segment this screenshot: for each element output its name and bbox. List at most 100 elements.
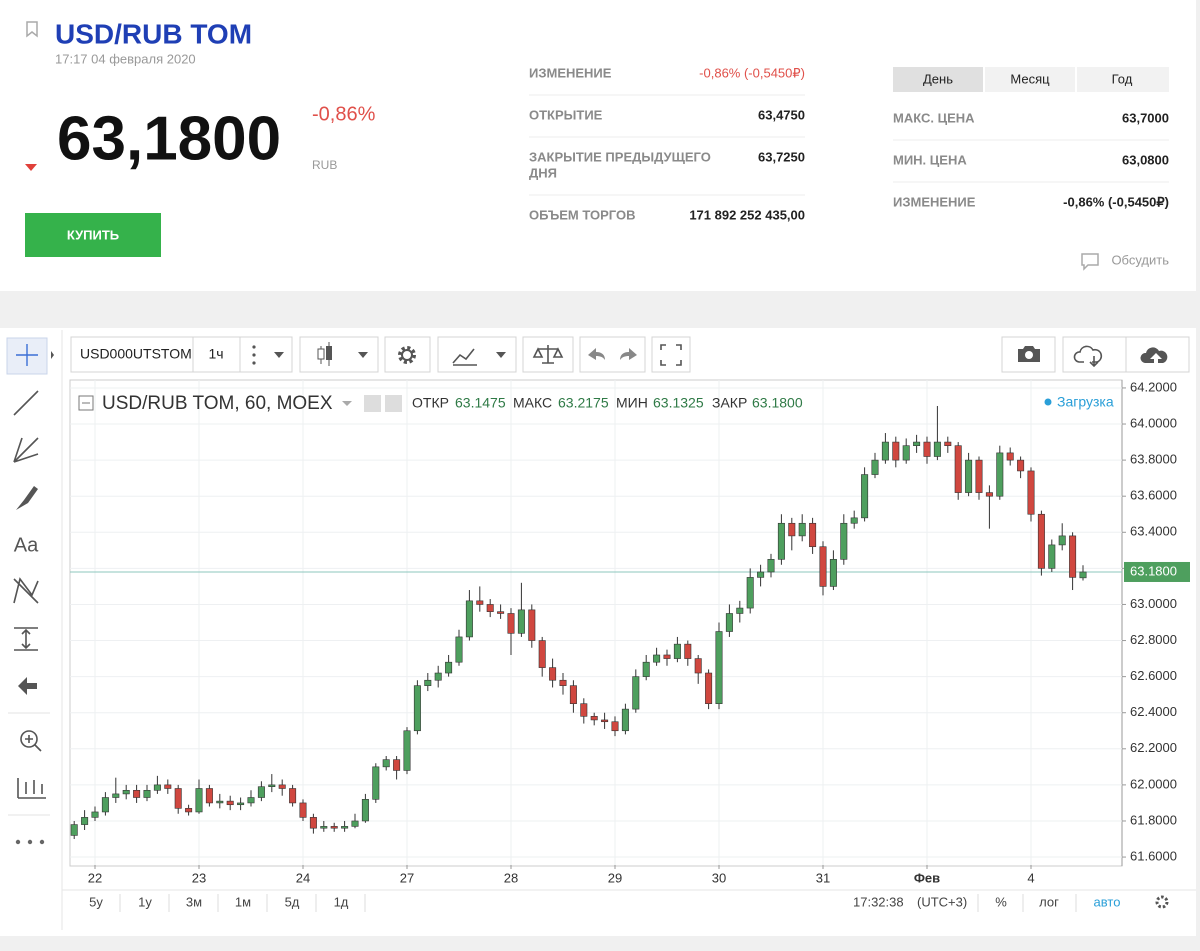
range-button[interactable]: 1y xyxy=(138,894,152,909)
discuss-link[interactable]: Обсудить xyxy=(1111,252,1169,267)
candle-body xyxy=(767,559,775,573)
cloud-up-icon xyxy=(1140,347,1168,363)
candle-body xyxy=(819,546,827,587)
legend-name: ОТКР xyxy=(412,395,449,411)
candle-body xyxy=(226,800,234,806)
x-tick-label: 24 xyxy=(296,870,310,885)
stat-label: ИЗМЕНЕНИЕ xyxy=(529,65,612,80)
auto-toggle[interactable]: авто xyxy=(1094,894,1121,909)
ruler-tool[interactable] xyxy=(17,778,46,799)
more-tools[interactable] xyxy=(15,839,45,845)
chart-title: USD/RUB TOM, 60, MOEX xyxy=(102,393,333,414)
expand xyxy=(51,351,54,359)
pattern-tool[interactable] xyxy=(13,577,39,604)
bookmark-icon[interactable] xyxy=(26,21,38,38)
dropdown xyxy=(496,352,506,358)
candle-body xyxy=(611,721,619,732)
candle-body xyxy=(195,788,203,813)
candle-body xyxy=(1027,470,1035,515)
buy-button[interactable] xyxy=(25,213,161,257)
candle-body xyxy=(81,817,89,825)
percent-toggle[interactable]: % xyxy=(995,894,1007,909)
fullscreen[interactable] xyxy=(651,336,691,373)
undo-icon[interactable] xyxy=(588,348,605,360)
range-button[interactable]: 5y xyxy=(89,894,103,909)
log-toggle[interactable]: лог xyxy=(1039,894,1059,909)
symbol-box[interactable] xyxy=(70,336,194,373)
price-label-box xyxy=(1124,561,1190,582)
timezone: (UTC+3) xyxy=(917,894,967,909)
tab-active[interactable] xyxy=(893,67,984,92)
datetime: 17:17 04 февраля 2020 xyxy=(55,51,196,66)
candle-body xyxy=(445,661,453,674)
candle-body xyxy=(673,643,681,659)
candle-body xyxy=(341,826,349,829)
x-tick-label: Фев xyxy=(914,870,940,885)
tab[interactable]: День xyxy=(923,71,953,86)
y-tick-label: 62.0000 xyxy=(1130,776,1177,791)
indicator-icon xyxy=(452,348,477,366)
candle-body xyxy=(309,817,317,829)
candle-body xyxy=(746,577,754,609)
footer-settings[interactable] xyxy=(1155,895,1169,909)
range-value: 63,7000 xyxy=(1122,110,1169,125)
candle-body xyxy=(112,793,120,798)
stat-value: 63,7250 xyxy=(758,149,805,164)
back-tool[interactable] xyxy=(18,677,37,695)
text-tool[interactable]: Aa xyxy=(14,534,39,556)
cloud-down-icon xyxy=(1073,345,1103,368)
tab[interactable]: Месяц xyxy=(1010,71,1050,86)
interval[interactable]: 1ч xyxy=(208,346,223,362)
candle-body xyxy=(143,790,151,798)
candle-body xyxy=(580,703,588,717)
range-button[interactable]: 1м xyxy=(235,894,251,909)
candle-body xyxy=(684,643,692,659)
candle-body xyxy=(486,604,494,612)
candle-body xyxy=(913,441,921,446)
settings[interactable] xyxy=(384,336,431,373)
candle-body xyxy=(933,441,941,457)
scale-icon xyxy=(532,345,564,364)
gear-small-icon[interactable] xyxy=(385,395,402,412)
line-tool[interactable] xyxy=(13,390,39,416)
range-button[interactable]: 5д xyxy=(285,894,300,909)
indicators[interactable] xyxy=(437,336,517,373)
y-tick-label: 61.6000 xyxy=(1130,848,1177,863)
candle-body xyxy=(372,766,380,800)
candle-body xyxy=(185,808,193,813)
candle-body xyxy=(413,685,421,732)
buy-button-label[interactable]: КУПИТЬ xyxy=(67,227,119,242)
y-tick-label: 62.2000 xyxy=(1130,740,1177,755)
candle-body xyxy=(1037,513,1045,569)
dropdown xyxy=(358,352,368,358)
chart-style[interactable] xyxy=(299,336,379,373)
candle-body xyxy=(850,517,858,524)
legend-value: 63.1325 xyxy=(653,395,704,411)
candle-body xyxy=(70,824,78,836)
candle-body xyxy=(788,522,796,537)
range-button[interactable]: 3м xyxy=(186,894,202,909)
candle-body xyxy=(809,522,817,548)
candle-body xyxy=(1006,452,1014,461)
candle-body xyxy=(861,474,869,519)
title-dropdown[interactable] xyxy=(342,401,352,406)
interval-menu[interactable] xyxy=(239,336,293,373)
candle-body xyxy=(507,613,515,634)
eye-icon[interactable] xyxy=(364,395,381,412)
redo-icon[interactable] xyxy=(620,348,637,360)
candle-body xyxy=(902,445,910,461)
measure-tool[interactable] xyxy=(14,627,38,651)
interval-box[interactable] xyxy=(192,336,241,373)
symbol[interactable]: USD000UTSTOM xyxy=(80,346,192,362)
fib-tool[interactable] xyxy=(13,437,39,463)
candle-body xyxy=(247,797,255,804)
y-tick-label: 62.8000 xyxy=(1130,632,1177,647)
crosshair-icon[interactable] xyxy=(16,344,38,366)
brush-tool[interactable] xyxy=(16,486,38,510)
range-button[interactable]: 1д xyxy=(334,894,349,909)
discuss-icon[interactable] xyxy=(1081,253,1099,271)
zoom-tool[interactable] xyxy=(20,730,38,748)
load-layout[interactable] xyxy=(1062,336,1127,373)
tab[interactable]: Год xyxy=(1112,71,1133,86)
candle-body xyxy=(871,459,879,475)
